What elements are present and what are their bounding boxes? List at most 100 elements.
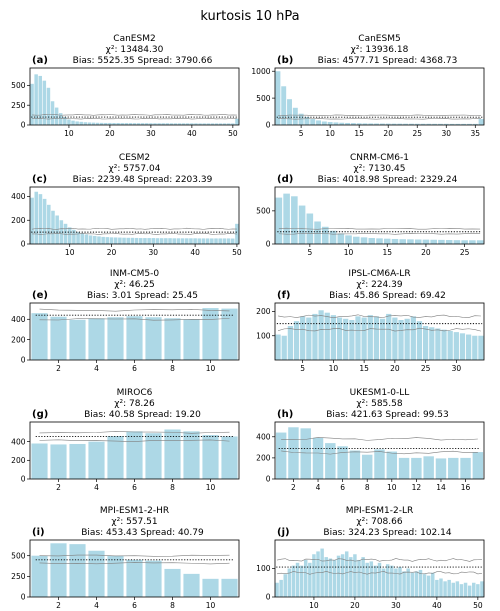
- histogram-bar: [134, 237, 139, 244]
- histogram-bar: [222, 123, 227, 125]
- y-tick-label: 0: [21, 593, 26, 602]
- histogram-bar: [292, 107, 298, 125]
- x-tick-label: 20: [383, 129, 393, 138]
- x-tick-label: 5: [300, 364, 305, 373]
- histogram-bar: [214, 238, 218, 244]
- spread-band-line: [32, 233, 237, 235]
- histogram-bar: [180, 238, 185, 244]
- histogram-bar: [480, 581, 484, 597]
- histogram-bar: [218, 123, 223, 125]
- histogram-bar: [80, 233, 85, 244]
- panel-stats: Bias: 5525.35 Spread: 3790.66: [73, 56, 213, 66]
- histogram-bar: [336, 317, 343, 360]
- histogram-bar: [443, 123, 449, 125]
- histogram-bar: [172, 238, 176, 244]
- histogram-bar: [361, 557, 365, 597]
- histogram-bar: [350, 123, 356, 125]
- histogram-bar: [116, 123, 120, 125]
- panel-label: (d): [277, 174, 293, 185]
- histogram-bar: [47, 204, 51, 244]
- histogram-bar: [460, 457, 471, 479]
- panel-chi2: χ²: 224.39: [356, 280, 402, 290]
- histogram-bar: [353, 554, 357, 597]
- histogram-bar: [355, 316, 361, 360]
- histogram-bar: [322, 226, 329, 244]
- x-tick-label: 30: [146, 129, 156, 138]
- histogram-bar: [404, 318, 410, 360]
- y-tick-label: 0: [21, 475, 26, 484]
- histogram-bar: [441, 329, 447, 360]
- histogram-bar: [198, 123, 202, 125]
- x-tick-label: 20: [105, 129, 115, 138]
- x-tick-label: 50: [232, 248, 242, 257]
- histogram-bar: [337, 446, 348, 479]
- histogram-bar: [210, 123, 215, 125]
- panel-stats: Bias: 2239.48 Spread: 2203.39: [73, 175, 213, 185]
- panel-label: (i): [32, 527, 45, 538]
- histogram-bar: [145, 123, 149, 125]
- histogram-bar: [352, 236, 360, 244]
- spread-band-line: [39, 318, 230, 321]
- x-tick-label: 10: [325, 129, 335, 138]
- panel-label: (j): [277, 527, 290, 538]
- histogram-bar: [222, 238, 227, 244]
- histogram-bar: [430, 239, 437, 244]
- histogram-bar: [324, 557, 328, 597]
- histogram-bar: [426, 123, 432, 125]
- histogram-bar: [360, 237, 368, 244]
- histogram-bar: [218, 238, 222, 244]
- panel-label: (g): [32, 409, 48, 420]
- histogram-bar: [31, 443, 48, 479]
- histogram-bar: [373, 316, 380, 360]
- histogram-bar: [321, 121, 327, 125]
- histogram-bar: [455, 123, 461, 125]
- x-tick-label: 4: [94, 483, 99, 492]
- histogram-bar: [221, 436, 238, 479]
- histogram-bar: [164, 568, 181, 597]
- histogram-bar: [143, 238, 147, 244]
- histogram-bar: [67, 227, 72, 245]
- histogram-bar: [186, 123, 190, 125]
- histogram-bar: [164, 318, 181, 360]
- histogram-bar: [392, 317, 398, 360]
- x-tick-label: 16: [461, 483, 471, 492]
- histogram-bar: [365, 562, 369, 597]
- panel-stats: Bias: 45.86 Spread: 69.42: [329, 291, 446, 301]
- x-tick-label: 15: [354, 129, 364, 138]
- panel-label: (f): [277, 290, 291, 301]
- x-tick-label: 2: [56, 601, 61, 610]
- x-tick-label: 25: [460, 248, 470, 257]
- histogram-bar: [31, 555, 48, 597]
- histogram-bar: [50, 316, 67, 360]
- panel-chi2: χ²: 13936.18: [351, 45, 409, 55]
- histogram-bar: [472, 582, 476, 597]
- x-tick-label: 10: [206, 483, 216, 492]
- spread-band-line: [278, 232, 481, 235]
- histogram-bar: [420, 123, 426, 125]
- x-tick-label: 2: [291, 483, 296, 492]
- histogram-bar: [379, 123, 385, 125]
- histogram-bar: [397, 123, 403, 125]
- panel-model-name: CanESM2: [113, 34, 155, 44]
- histogram-bar: [50, 444, 67, 479]
- histogram-bar: [201, 238, 206, 244]
- histogram-bar: [398, 457, 410, 479]
- histogram-bar: [459, 584, 464, 597]
- histogram-bar: [461, 240, 468, 244]
- histogram-bar: [63, 117, 67, 125]
- panel-model-name: IPSL-CM6A-LR: [348, 269, 410, 279]
- x-tick-label: 6: [340, 483, 345, 492]
- histogram-bar: [147, 238, 151, 244]
- histogram-bar: [221, 308, 238, 360]
- histogram-bar: [279, 579, 283, 597]
- histogram-bar: [101, 236, 105, 245]
- histogram-bar: [140, 123, 145, 125]
- panel-stats: Bias: 4018.98 Spread: 2329.24: [318, 175, 458, 185]
- histogram-bar: [408, 123, 414, 125]
- histogram-bar: [377, 562, 382, 597]
- histogram-bar: [376, 238, 383, 244]
- histogram-bar: [275, 197, 283, 244]
- panel-label: (h): [277, 409, 293, 420]
- histogram-bar: [344, 551, 349, 597]
